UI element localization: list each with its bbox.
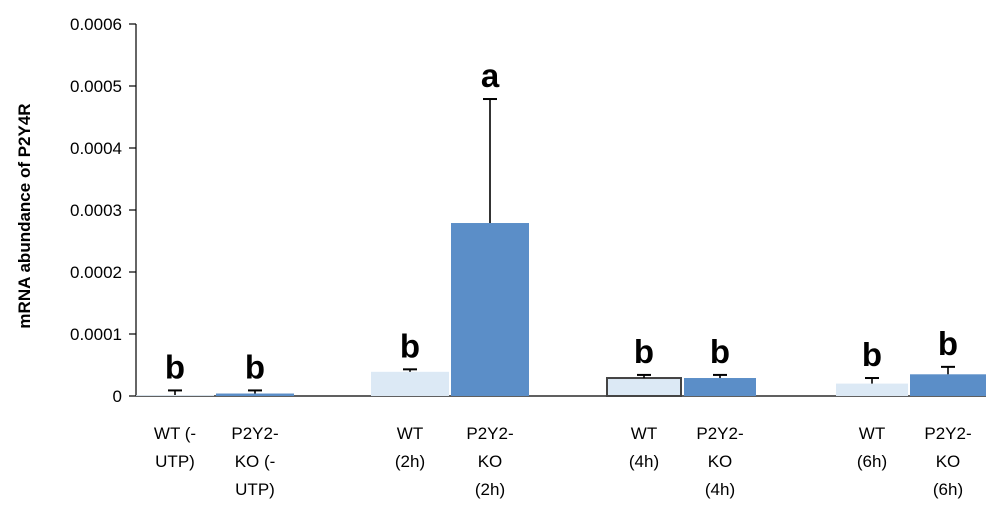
bar [216,393,294,396]
y-tick-label: 0.0001 [70,325,122,344]
significance-letter: b [862,336,882,373]
bar [371,371,449,396]
category-label: WT (-UTP) [154,424,196,471]
significance-letter: b [245,348,265,385]
bar [910,374,986,396]
significance-letter: b [938,325,958,362]
bar [451,223,529,396]
category-label: P2Y2-KO (6h) [924,424,971,499]
significance-letter: a [481,57,500,94]
bar [684,378,756,396]
significance-letter: b [400,327,420,364]
bars [136,223,986,397]
category-labels: WT (-UTP) P2Y2-KO (-UTP) WT (2h) P2Y2-KO (2h)… [154,424,972,499]
y-axis: 0 0.0001 0.0002 0.0003 0.0004 0.0005 0.0006 [70,15,986,406]
error-bars [168,98,955,395]
category-label: P2Y2-KO (4h) [696,424,743,499]
significance-letter: b [165,348,185,385]
bar [136,395,214,396]
y-tick-label: 0.0004 [70,139,122,158]
y-tick-label: 0.0005 [70,77,122,96]
y-tick-label: 0.0002 [70,263,122,282]
category-label: WT (4h) [629,424,659,471]
bar [606,377,682,397]
significance-letter: b [710,333,730,370]
y-axis-title: mRNA abundance of P2Y4R [15,103,34,328]
bar [836,383,908,396]
significance-labels: b b b a b b b b [165,57,958,385]
category-label: WT (2h) [395,424,425,471]
y-tick-label: 0 [113,387,122,406]
category-label: P2Y2-KO (-UTP) [231,424,278,499]
significance-letter: b [634,333,654,370]
y-tick-label: 0.0003 [70,201,122,220]
category-label: P2Y2-KO (2h) [466,424,513,499]
category-label: WT (6h) [857,424,887,471]
y-tick-label: 0.0006 [70,15,122,34]
